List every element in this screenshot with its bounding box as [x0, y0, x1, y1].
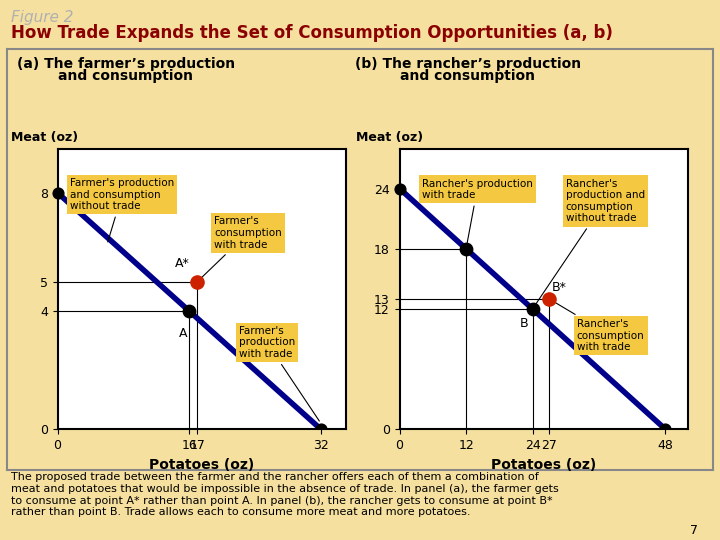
Text: 7: 7 — [690, 524, 698, 537]
Text: A: A — [179, 327, 187, 340]
Text: Farmer's
consumption
with trade: Farmer's consumption with trade — [199, 217, 282, 280]
X-axis label: Potatoes (oz): Potatoes (oz) — [491, 457, 596, 471]
Text: How Trade Expands the Set of Consumption Opportunities (a, b): How Trade Expands the Set of Consumption… — [11, 24, 613, 42]
Text: and consumption: and consumption — [58, 69, 194, 83]
Point — [544, 295, 555, 303]
Text: Rancher's
consumption
with trade: Rancher's consumption with trade — [552, 300, 644, 352]
Text: B: B — [520, 317, 528, 330]
Text: Figure 2: Figure 2 — [11, 10, 73, 25]
Point — [184, 307, 195, 315]
X-axis label: Potatoes (oz): Potatoes (oz) — [149, 457, 254, 471]
Text: Meat (oz): Meat (oz) — [11, 131, 78, 144]
Point — [527, 305, 539, 313]
Point — [460, 245, 472, 253]
Point — [660, 425, 671, 434]
Text: and consumption: and consumption — [400, 69, 536, 83]
Text: A*: A* — [174, 256, 189, 269]
Text: Meat (oz): Meat (oz) — [356, 131, 423, 144]
Text: (b) The rancher’s production: (b) The rancher’s production — [355, 57, 581, 71]
Point — [315, 425, 327, 434]
Text: B*: B* — [552, 281, 567, 294]
Point — [192, 277, 203, 286]
Point — [52, 188, 63, 197]
Text: Farmer's production
and consumption
without trade: Farmer's production and consumption with… — [70, 178, 174, 242]
Text: Rancher's
production and
consumption
without trade: Rancher's production and consumption wit… — [534, 179, 645, 307]
Text: Farmer's
production
with trade: Farmer's production with trade — [238, 326, 320, 421]
Point — [394, 184, 405, 193]
Text: Rancher's production
with trade: Rancher's production with trade — [422, 179, 533, 246]
Text: (a) The farmer’s production: (a) The farmer’s production — [17, 57, 235, 71]
Text: The proposed trade between the farmer and the rancher offers each of them a comb: The proposed trade between the farmer an… — [11, 472, 559, 517]
